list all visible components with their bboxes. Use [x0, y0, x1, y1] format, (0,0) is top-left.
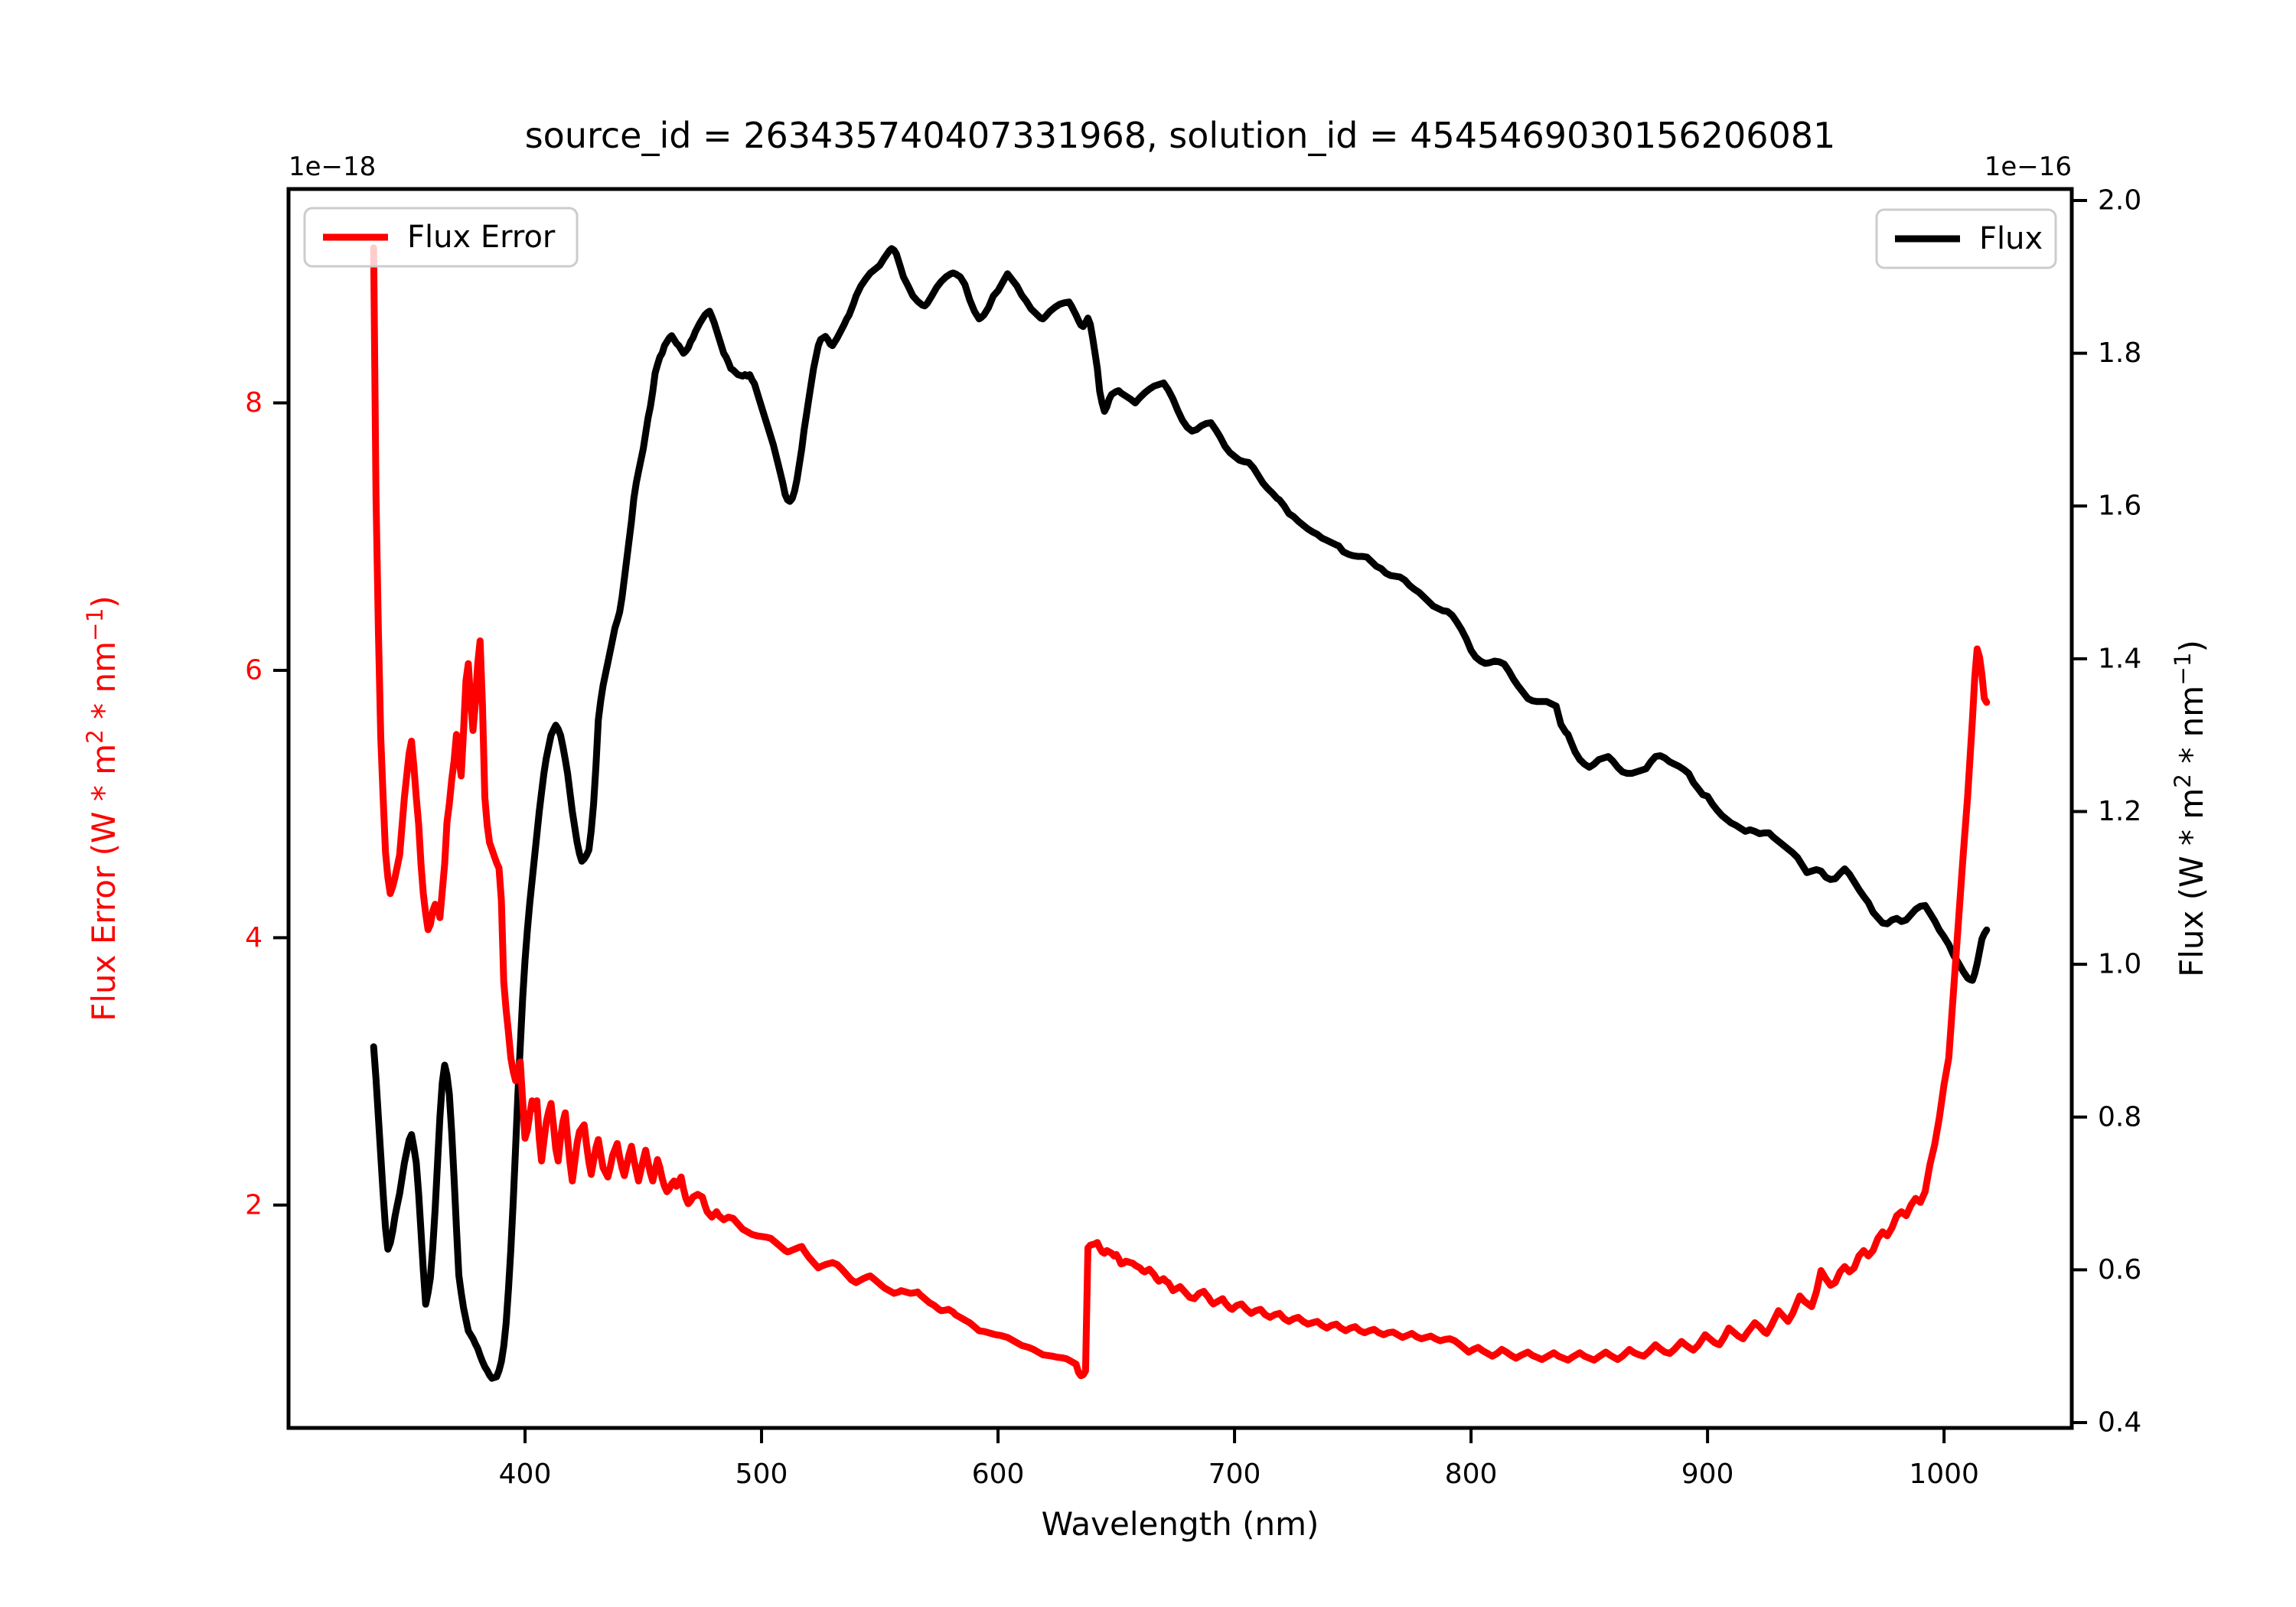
- x-tick-label: 600: [972, 1459, 1025, 1490]
- x-tick-label: 800: [1445, 1459, 1498, 1490]
- legend-label: Flux: [1979, 221, 2043, 256]
- x-tick-label: 400: [499, 1459, 552, 1490]
- legend-box: [303, 207, 579, 268]
- x-tick-label: 1000: [1909, 1459, 1979, 1490]
- legend-flux-error: Flux Error: [303, 207, 579, 268]
- right-tick-label: 2.0: [2098, 184, 2141, 216]
- right-tick-label: 1.2: [2098, 796, 2141, 827]
- legend-box: [1875, 208, 2057, 269]
- flux-error-line: [370, 244, 1991, 1380]
- x-axis-label: Wavelength (nm): [1042, 1505, 1319, 1543]
- series-group: [370, 244, 1991, 1382]
- x-tick-label: 500: [735, 1459, 788, 1490]
- left-tick-label: 8: [245, 387, 263, 419]
- right-y-axis-label: Flux (W * m2 * nm−1): [2170, 640, 2210, 977]
- right-tick-label: 1.4: [2098, 643, 2141, 674]
- left-tick-label: 4: [245, 922, 263, 953]
- right-tick-label: 0.6: [2098, 1254, 2141, 1286]
- right-axis-ticks: 2.0 1.8 1.6 1.4 1.2 1.0 0.8 0.6 0.4: [2072, 184, 2141, 1439]
- right-tick-label: 1.8: [2098, 337, 2141, 369]
- flux-line: [370, 245, 1991, 1382]
- left-axis-ticks: 2 4 6 8: [245, 387, 289, 1221]
- left-tick-label: 2: [245, 1189, 263, 1221]
- plot-border: [286, 187, 2074, 1430]
- right-tick-label: 0.8: [2098, 1101, 2141, 1133]
- x-axis-ticks: 400 500 600 700 800 900 1000: [499, 1428, 1979, 1490]
- left-tick-label: 6: [245, 654, 263, 686]
- right-tick-label: 0.4: [2098, 1407, 2141, 1439]
- right-tick-label: 1.6: [2098, 491, 2141, 522]
- right-tick-label: 1.0: [2098, 949, 2141, 980]
- x-tick-label: 700: [1208, 1459, 1261, 1490]
- legend-label: Flux Error: [407, 220, 556, 255]
- left-offset-text: 1e−18: [289, 152, 376, 182]
- chart-title: source_id = 263435740407331968, solution…: [525, 115, 1836, 156]
- left-y-axis-label: Flux Error (W * m2 * nm−1): [82, 595, 122, 1022]
- right-offset-text: 1e−16: [1985, 152, 2072, 182]
- x-tick-label: 900: [1681, 1459, 1734, 1490]
- legend-flux: Flux: [1875, 208, 2057, 269]
